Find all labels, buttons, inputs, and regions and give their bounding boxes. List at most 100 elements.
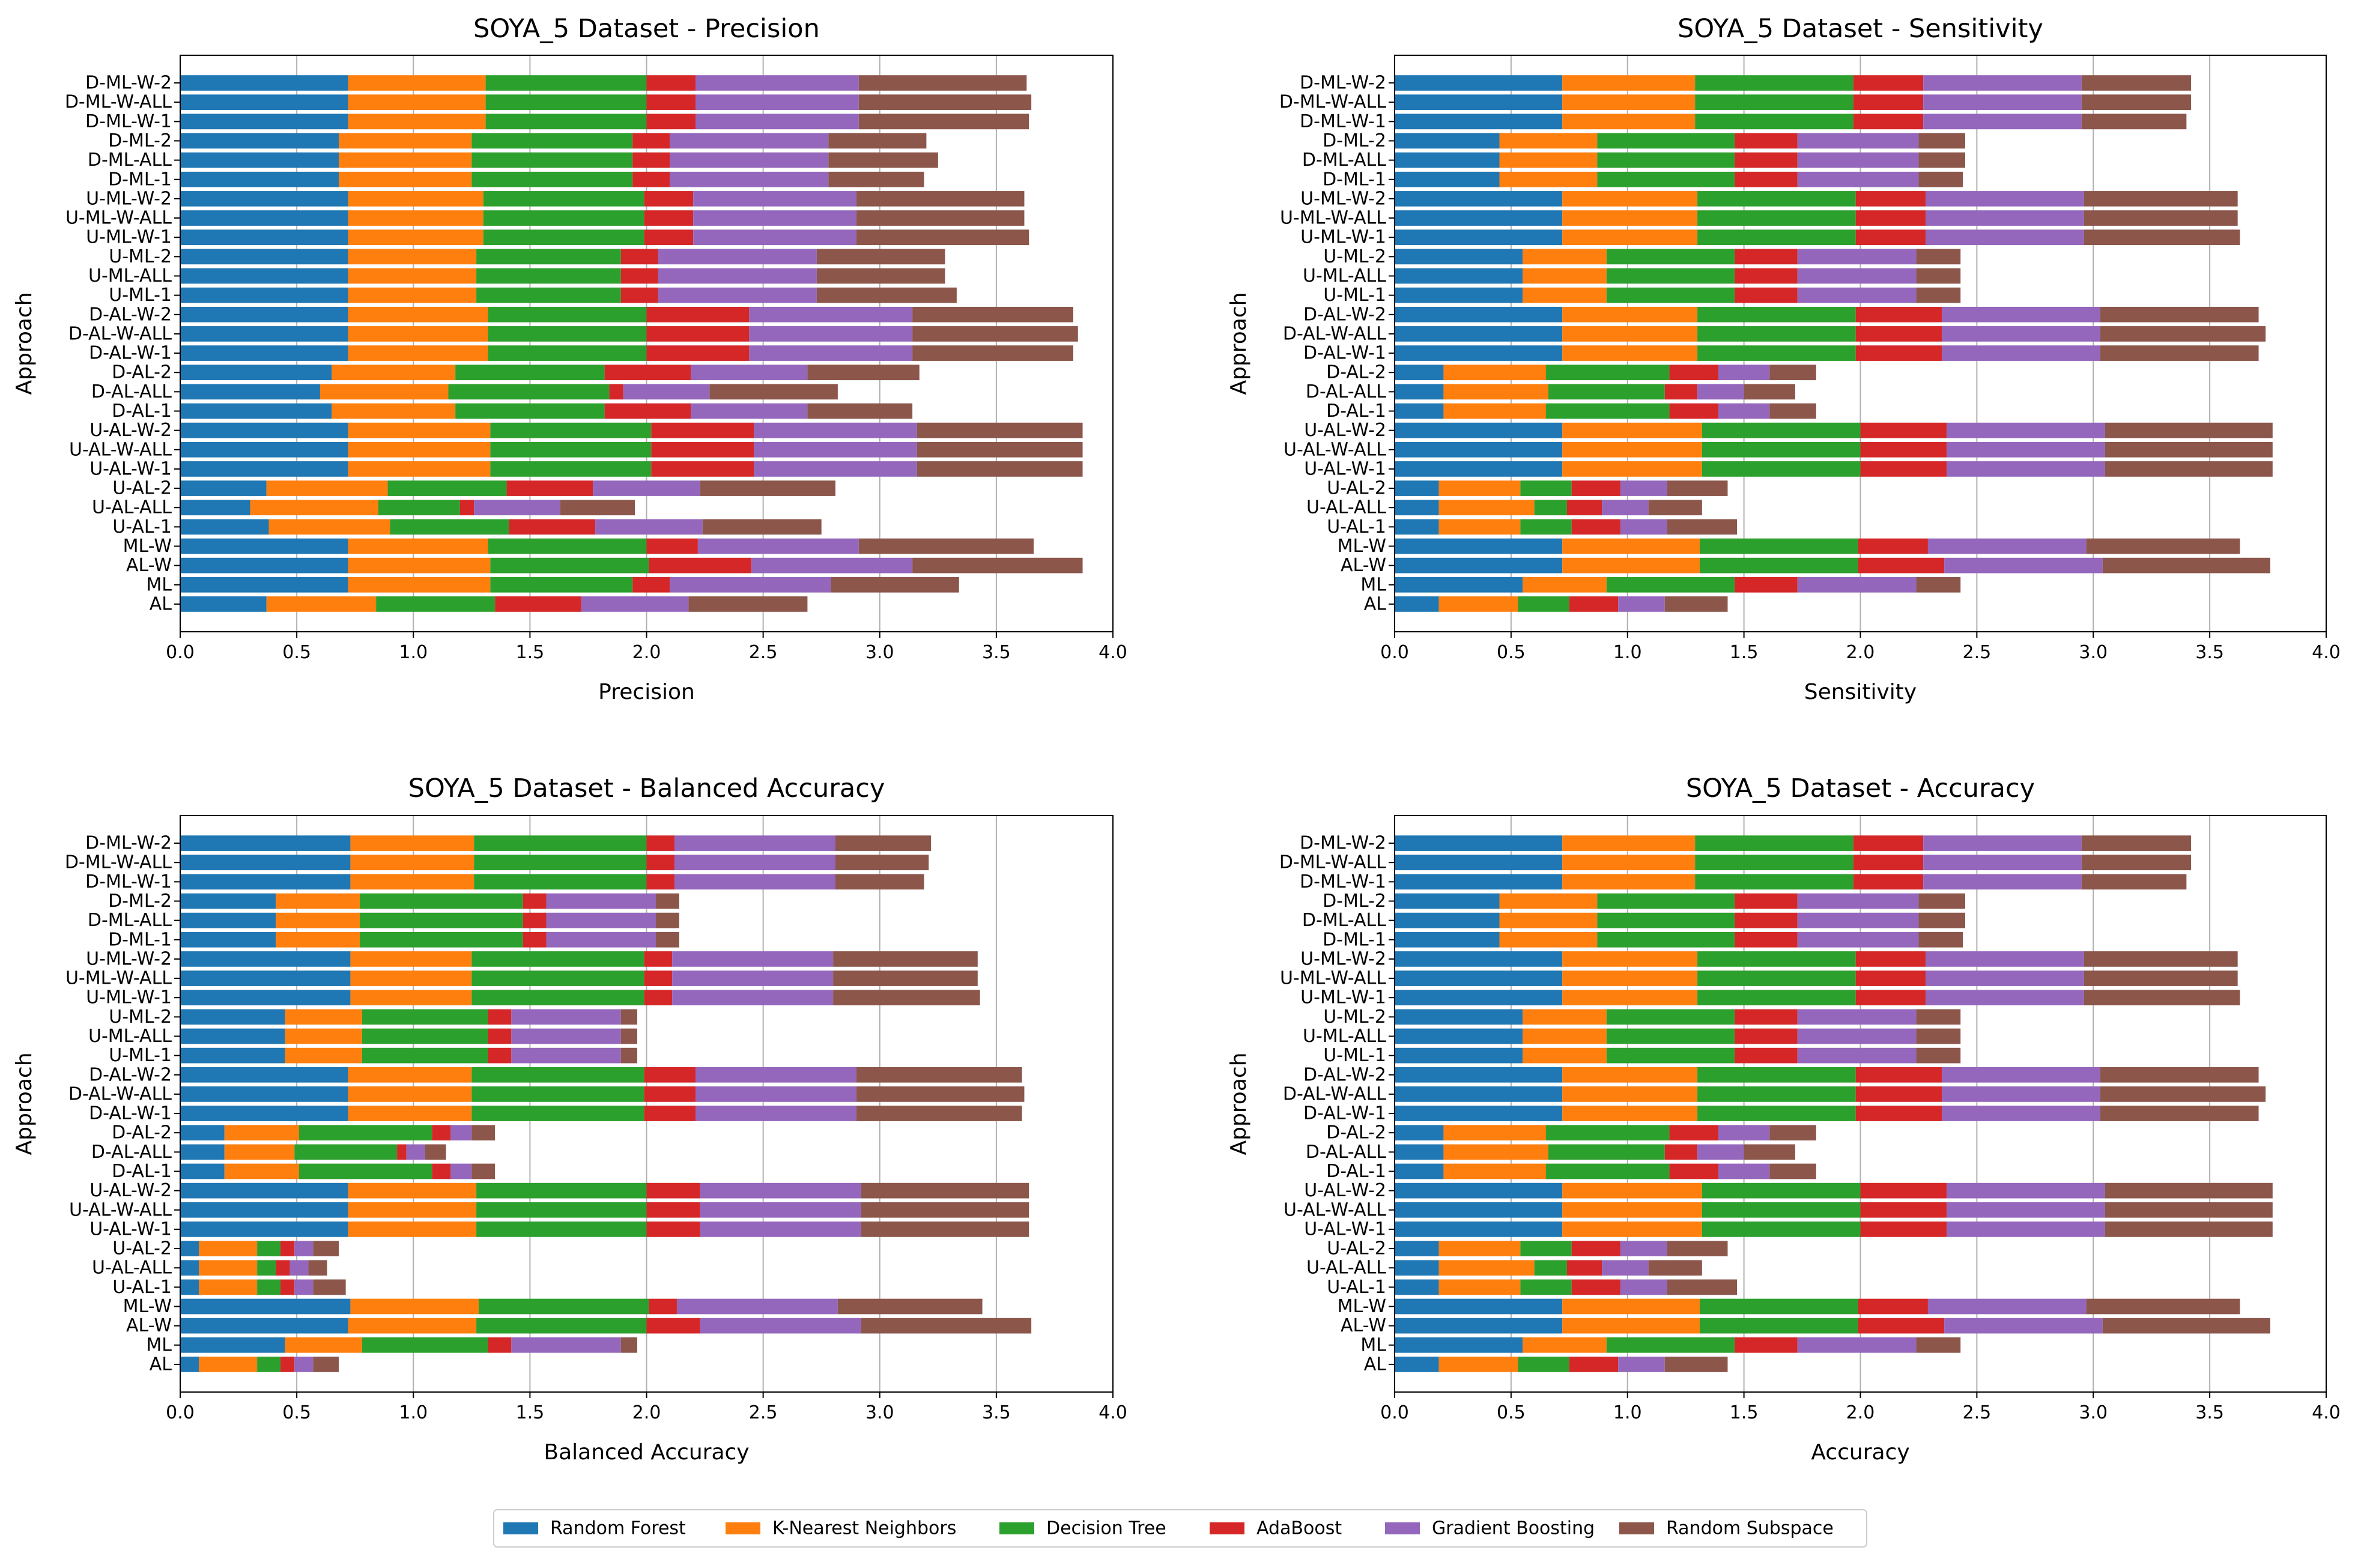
- x-tick-label: 3.5: [982, 642, 1011, 663]
- bar-gradient-boosting-ml-w: [1927, 538, 2087, 554]
- bar-random-forest-u-al-w-1: [1395, 1221, 1563, 1237]
- bar-random-forest-u-ml-w-2: [1395, 951, 1563, 967]
- bar-decision-tree-d-al-1: [1546, 403, 1670, 419]
- bar-random-subspace-d-al-w-2: [2100, 1067, 2259, 1083]
- bar-random-subspace-d-ml-w-1: [858, 114, 1029, 130]
- bar-random-subspace-d-al-2: [1769, 1125, 1816, 1141]
- y-tick-label: D-AL-W-ALL: [68, 323, 172, 344]
- bar-adaboost-u-al-1: [280, 1279, 295, 1295]
- bar-adaboost-u-al-1: [1571, 1279, 1621, 1295]
- bar-gradient-boosting-u-ml-2: [511, 1009, 621, 1025]
- y-tick-label: D-ML-W-2: [1300, 73, 1386, 94]
- x-tick-label: 1.0: [399, 1402, 428, 1423]
- bar-random-subspace-d-al-2: [807, 365, 920, 381]
- bar-decision-tree-d-al-all: [1548, 1144, 1665, 1160]
- bar-decision-tree-u-al-w-1: [490, 461, 652, 477]
- bar-random-subspace-ml-w: [2086, 538, 2240, 554]
- bar-random-forest-d-ml-w-2: [1395, 75, 1563, 91]
- bar-random-forest-u-ml-all: [1395, 268, 1523, 284]
- bar-adaboost-d-ml-w-all: [1853, 855, 1924, 871]
- bar-random-forest-d-al-w-2: [1395, 1067, 1563, 1083]
- bar-random-subspace-u-al-w-1: [2105, 461, 2273, 477]
- bar-gradient-boosting-d-al-w-1: [1942, 345, 2100, 361]
- x-tick-label: 4.0: [1099, 642, 1127, 663]
- bar-k-nearest-neighbors-al-w: [1562, 1318, 1700, 1334]
- bar-random-forest-al-w: [180, 1318, 348, 1334]
- bar-decision-tree-u-al-w-1: [1702, 461, 1861, 477]
- bar-k-nearest-neighbors-d-ml-w-1: [1562, 114, 1696, 130]
- bar-random-subspace-d-al-all: [709, 384, 838, 400]
- bar-random-forest-u-al-1: [180, 519, 269, 535]
- bar-adaboost-u-al-w-all: [651, 441, 754, 458]
- y-tick-label: D-ML-ALL: [88, 150, 172, 171]
- bar-k-nearest-neighbors-u-ml-w-1: [1562, 229, 1698, 246]
- bar-adaboost-d-al-2: [604, 365, 691, 381]
- legend-label-adaboost: AdaBoost: [1256, 1518, 1342, 1539]
- bar-random-subspace-u-ml-2: [816, 249, 945, 265]
- bar-random-forest-d-ml-1: [180, 931, 276, 948]
- bar-decision-tree-u-ml-all: [476, 268, 621, 284]
- bar-adaboost-d-ml-1: [1735, 931, 1798, 948]
- bar-adaboost-u-ml-2: [620, 249, 658, 265]
- bar-gradient-boosting-d-ml-2: [1797, 133, 1919, 149]
- bar-random-subspace-d-al-w-1: [2100, 345, 2259, 361]
- bar-decision-tree-u-al-w-2: [476, 1182, 647, 1199]
- bar-gradient-boosting-d-al-w-all: [749, 326, 913, 342]
- y-tick-label: U-ML-2: [1323, 246, 1386, 267]
- bar-gradient-boosting-u-al-2: [1620, 1241, 1667, 1256]
- bar-gradient-boosting-u-al-all: [1602, 1260, 1649, 1276]
- bar-adaboost-d-ml-2: [523, 893, 547, 909]
- bar-adaboost-d-al-all: [1664, 1144, 1698, 1160]
- bar-random-forest-u-ml-w-2: [180, 191, 348, 207]
- bar-gradient-boosting-ml: [670, 577, 831, 593]
- bar-gradient-boosting-d-ml-w-1: [1923, 874, 2082, 890]
- x-axis-label: Precision: [598, 680, 695, 704]
- bar-random-subspace-d-ml-all: [1918, 152, 1965, 168]
- bar-k-nearest-neighbors-u-ml-w-2: [348, 191, 483, 207]
- bar-k-nearest-neighbors-d-al-all: [224, 1144, 295, 1160]
- bar-random-forest-d-ml-w-2: [1395, 835, 1563, 851]
- x-tick-label: 1.5: [1730, 1402, 1759, 1423]
- bar-adaboost-al-w: [649, 557, 752, 574]
- bar-random-subspace-u-al-w-all: [917, 441, 1083, 458]
- bar-decision-tree-u-al-all: [378, 500, 460, 516]
- y-axis-label: Approach: [12, 1052, 37, 1155]
- bar-gradient-boosting-u-ml-w-all: [672, 970, 834, 986]
- bar-adaboost-u-ml-2: [1735, 249, 1798, 265]
- legend-swatch-k-nearest-neighbors: [726, 1522, 760, 1534]
- y-tick-label: D-AL-2: [112, 1122, 172, 1143]
- bar-k-nearest-neighbors-u-ml-all: [1523, 268, 1607, 284]
- bar-random-forest-u-ml-w-all: [180, 970, 351, 986]
- y-tick-label: U-ML-W-ALL: [65, 968, 172, 989]
- y-tick-label: U-AL-W-ALL: [1284, 1199, 1386, 1220]
- bar-k-nearest-neighbors-d-ml-1: [1499, 171, 1598, 187]
- bar-random-forest-d-al-2: [1395, 365, 1444, 381]
- bar-decision-tree-u-ml-w-1: [471, 990, 644, 1006]
- y-tick-label: D-AL-2: [112, 362, 172, 383]
- bar-k-nearest-neighbors-u-ml-1: [348, 287, 477, 303]
- x-tick-label: 2.5: [749, 1402, 778, 1423]
- bar-gradient-boosting-d-al-w-1: [749, 345, 913, 361]
- y-tick-label: U-AL-2: [1327, 1238, 1386, 1259]
- bar-adaboost-u-al-w-1: [651, 461, 754, 477]
- bar-k-nearest-neighbors-u-ml-w-all: [348, 210, 483, 226]
- x-tick-label: 1.5: [1730, 642, 1759, 663]
- bar-random-subspace-u-al-2: [700, 480, 835, 496]
- bar-gradient-boosting-u-al-w-1: [1946, 461, 2105, 477]
- bar-gradient-boosting-u-al-2: [593, 480, 700, 496]
- bar-adaboost-d-al-2: [1669, 1125, 1718, 1141]
- bar-gradient-boosting-d-ml-w-all: [1923, 855, 2082, 871]
- bar-random-forest-d-al-1: [1395, 403, 1444, 419]
- y-tick-label: D-AL-ALL: [1306, 1142, 1386, 1163]
- bar-random-subspace-u-al-w-all: [2105, 441, 2273, 458]
- y-tick-label: U-ML-W-2: [1300, 188, 1386, 209]
- bar-gradient-boosting-al: [581, 596, 689, 612]
- bar-random-forest-d-al-2: [1395, 1125, 1444, 1141]
- bar-gradient-boosting-ml: [1797, 1337, 1917, 1353]
- bar-adaboost-u-ml-1: [488, 1047, 512, 1064]
- bar-gradient-boosting-d-ml-w-all: [1923, 94, 2082, 110]
- bar-random-subspace-d-al-w-all: [912, 326, 1078, 342]
- bar-k-nearest-neighbors-al: [199, 1357, 258, 1372]
- bar-adaboost-d-al-w-2: [646, 306, 750, 322]
- bar-gradient-boosting-u-ml-all: [511, 1028, 621, 1044]
